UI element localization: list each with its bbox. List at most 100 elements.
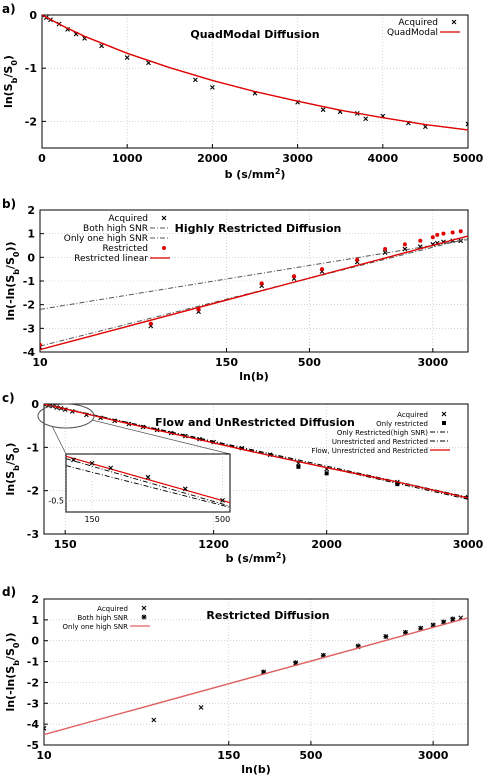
legend-entry: Acquired [398, 18, 438, 28]
y-axis-label: ln(Sb/S0) [4, 443, 21, 496]
legend-entry: Acquired [97, 605, 128, 613]
legend-swatch [451, 19, 457, 25]
y-tick-label: -2 [27, 485, 39, 498]
y-tick-label: 2 [31, 593, 39, 606]
y-tick-label: -2 [25, 115, 37, 128]
data-point [192, 77, 198, 83]
plot-frame [43, 598, 469, 746]
panel-label: a) [2, 2, 16, 16]
legend-entry: Flow, Unrestricted and Restricted [311, 447, 428, 455]
data-point [151, 717, 157, 723]
legend-entry: Both high SNR [83, 224, 148, 234]
panel-c: c) 0 -1 -2 -3 150 1200 2000 3000 Flow and UnRestr… [2, 391, 484, 565]
data-point [458, 229, 463, 234]
legend-swatch [141, 605, 147, 611]
chart-title: Restricted Diffusion [206, 609, 329, 622]
legend-swatch [141, 614, 147, 620]
inset-data-point [145, 474, 151, 480]
y-tick-label: -4 [27, 718, 40, 731]
legend-entry: Only restricted [376, 420, 428, 428]
y-tick-label: 1 [27, 228, 35, 241]
series-layer [44, 404, 468, 500]
y-tick-label: -3 [27, 697, 39, 710]
x-tick-label: 150 [54, 538, 77, 551]
x-tick-label: 3000 [282, 152, 313, 165]
legend-entry: Restricted [102, 244, 148, 254]
data-point [324, 471, 329, 476]
x-tick-label: 0 [38, 152, 46, 165]
inset-line [65, 465, 231, 508]
y-tick-label: -1 [27, 441, 39, 454]
y-tick-label: 1 [31, 614, 39, 627]
series-line [44, 404, 468, 499]
x-tick-label: 10 [32, 356, 48, 369]
x-tick-label: 1200 [198, 538, 229, 551]
y-tick-label: -1 [27, 656, 39, 669]
inset-data-point [108, 465, 114, 471]
data-point [261, 669, 267, 675]
plot-frame [39, 209, 469, 353]
y-tick-label: 0 [27, 251, 35, 264]
plot-frame [41, 14, 469, 149]
x-axis-label: b (s/mm2) [226, 551, 287, 566]
chart-title: QuadModal Diffusion [190, 28, 319, 41]
y-tick-label: 0 [31, 398, 39, 411]
legend-entry: Restricted linear [74, 254, 148, 264]
data-point [465, 121, 468, 127]
data-point [450, 230, 455, 235]
legend-entry: Only one high SNR [64, 234, 148, 244]
x-tick-label: 5000 [453, 152, 484, 165]
y-tick-label: -1 [25, 62, 37, 75]
x-tick-label: 150 [217, 749, 240, 762]
data-point [363, 116, 369, 122]
data-point [418, 238, 423, 243]
legend-entry: Unrestricted and Restricted [332, 438, 428, 446]
zoom-ellipse [37, 403, 95, 429]
x-axis-label: ln(b) [241, 763, 271, 776]
data-point [99, 43, 105, 49]
data-point [292, 274, 297, 279]
y-tick-label: -1 [23, 275, 35, 288]
y-tick-label: -2 [27, 676, 39, 689]
data-point [383, 247, 388, 252]
data-point [441, 619, 447, 625]
panel-label: b) [2, 197, 16, 211]
legend-entry: Both high SNR [77, 614, 128, 622]
y-tick-label: -3 [27, 528, 39, 541]
data-point [259, 281, 264, 286]
inset-series [65, 455, 231, 508]
inset-data-point [71, 457, 76, 463]
data-point [320, 107, 326, 113]
panel-label: d) [2, 585, 16, 599]
legend-swatch [441, 411, 447, 417]
data-point [395, 482, 400, 487]
data-point [430, 235, 435, 240]
x-tick-label: 10 [36, 749, 52, 762]
data-point [148, 321, 153, 326]
data-point [44, 725, 47, 731]
data-point [402, 246, 408, 252]
y-tick-label: 0 [31, 635, 39, 648]
data-point [293, 660, 299, 666]
chart-title: Highly Restricted Diffusion [175, 222, 342, 235]
data-point [319, 267, 324, 272]
y-axis-label: ln(-ln(Sb/S0)) [4, 632, 21, 711]
y-axis-label: ln(Sb/S0) [2, 55, 19, 108]
x-tick-label: 3000 [453, 538, 484, 551]
data-point [402, 629, 408, 635]
series-layer [44, 615, 468, 736]
y-tick-label: -2 [23, 299, 35, 312]
zoom-connector [51, 425, 67, 455]
data-point [40, 342, 42, 347]
data-point [124, 55, 130, 60]
data-point [441, 231, 446, 236]
x-tick-label: 500 [299, 749, 322, 762]
legend-entry: Acquired [397, 411, 428, 419]
data-point [355, 257, 360, 262]
data-point [430, 622, 436, 628]
inset-y-tick-label: -0.5 [48, 496, 64, 505]
legend-swatch [161, 215, 167, 221]
